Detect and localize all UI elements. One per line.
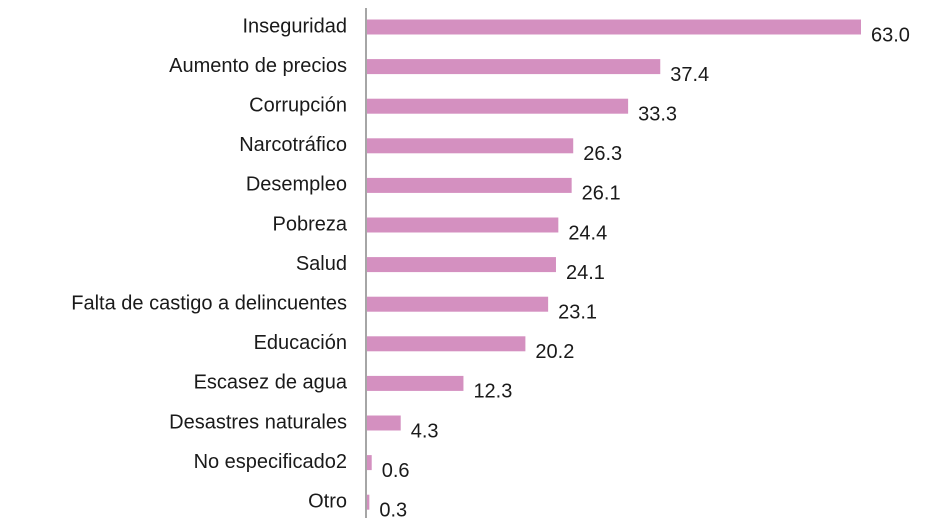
category-label: Aumento de precios bbox=[169, 55, 347, 77]
bar bbox=[367, 494, 370, 510]
bar bbox=[367, 375, 464, 391]
bar bbox=[367, 177, 572, 193]
bar bbox=[367, 415, 401, 431]
category-label: Falta de castigo a delincuentes bbox=[71, 292, 347, 314]
value-label: 37.4 bbox=[670, 64, 709, 86]
value-label: 23.1 bbox=[558, 301, 597, 323]
value-label: 0.6 bbox=[382, 460, 410, 482]
value-label: 4.3 bbox=[411, 420, 439, 442]
category-label: Pobreza bbox=[273, 213, 348, 235]
bar bbox=[367, 138, 574, 154]
bar bbox=[367, 98, 629, 114]
bar bbox=[367, 59, 661, 75]
category-label: Desastres naturales bbox=[169, 411, 347, 433]
category-label: No especificado2 bbox=[194, 451, 347, 473]
value-label: 26.1 bbox=[582, 183, 621, 205]
bar bbox=[367, 336, 526, 352]
value-label: 26.3 bbox=[583, 143, 622, 165]
category-label: Corrupción bbox=[249, 94, 347, 116]
category-label: Educación bbox=[254, 332, 347, 354]
bar bbox=[367, 455, 372, 471]
category-label: Escasez de agua bbox=[194, 372, 348, 394]
value-label: 24.4 bbox=[568, 222, 607, 244]
value-label: 24.1 bbox=[566, 262, 605, 284]
category-label: Salud bbox=[296, 253, 347, 275]
value-label: 0.3 bbox=[379, 499, 407, 518]
bar bbox=[367, 217, 559, 233]
category-label: Otro bbox=[308, 490, 347, 512]
category-label: Desempleo bbox=[246, 174, 347, 196]
value-label: 63.0 bbox=[871, 24, 910, 46]
value-label: 12.3 bbox=[473, 381, 512, 403]
value-label: 20.2 bbox=[535, 341, 574, 363]
category-label: Narcotráfico bbox=[239, 134, 347, 156]
bar bbox=[367, 257, 556, 273]
bar bbox=[367, 296, 549, 312]
category-label: Inseguridad bbox=[242, 15, 347, 37]
value-label: 33.3 bbox=[638, 103, 677, 125]
bar bbox=[367, 19, 861, 35]
